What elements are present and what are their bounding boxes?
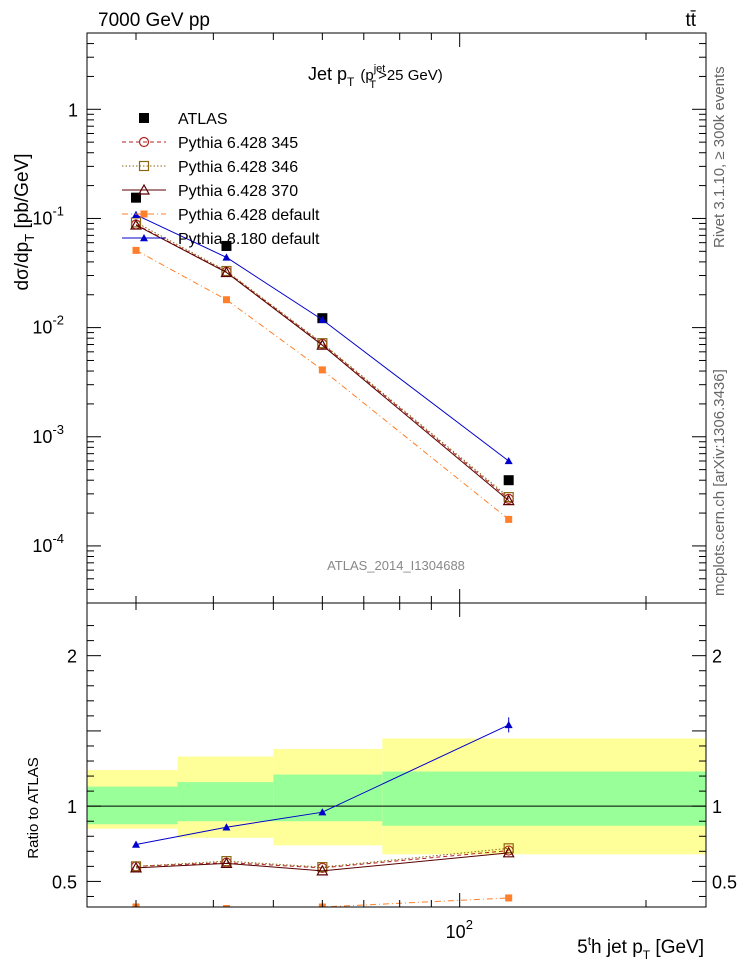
main-point-py370-1 — [220, 266, 233, 278]
main-ylabel: dσ/dpT [pb/GeV] — [12, 154, 37, 291]
ratio-uncertainty-bands — [87, 738, 706, 855]
ratio-ytick-label-left-0: 0.5 — [52, 872, 77, 892]
ratio-plot-series — [129, 717, 515, 907]
ratio-ytick-label-right-2: 2 — [712, 647, 722, 667]
ratio-ytick-label-right-0: 0.5 — [712, 872, 737, 892]
legend-marker-py345 — [138, 136, 150, 148]
ratio-point-py8-0 — [132, 840, 141, 848]
title-tail: >25 GeV) — [378, 67, 443, 84]
rivet-label: Rivet 3.1.10, ≥ 300k events — [711, 66, 728, 248]
main-line-py346 — [135, 221, 510, 498]
ratio-band-inner-2 — [273, 774, 383, 822]
ratio-ytick-label-left-1: 1 — [67, 797, 77, 817]
ratio-line-py8 — [135, 724, 509, 846]
legend-marker-atlas — [139, 113, 149, 123]
legend-label-py8: Pythia 8.180 default — [178, 231, 320, 248]
main-point-pydefault-1 — [222, 296, 230, 304]
title-sub: T — [347, 75, 355, 89]
ratio-point-py346-3 — [503, 843, 514, 854]
xlabel-sup: t — [588, 934, 592, 948]
mcplots-label: mcplots.cern.ch [arXiv:1306.3436] — [711, 369, 728, 596]
main-plot-series — [129, 192, 515, 523]
main-line-py8 — [135, 214, 509, 462]
legend-marker-py346 — [138, 160, 150, 172]
header-energy: 7000 GeV pp — [98, 10, 210, 31]
ratio-ylabel: Ratio to ATLAS — [25, 757, 42, 858]
legend-label-py346: Pythia 6.428 346 — [178, 159, 298, 176]
xtick-label-100: 102 — [446, 917, 473, 942]
main-ytick-label-1: 10-3 — [32, 422, 64, 447]
main-ytick-label-2: 10-2 — [32, 313, 64, 338]
main-point-py370-2 — [316, 338, 329, 350]
ratio-point-py346-1 — [221, 855, 232, 867]
ratio-band-inner-0 — [87, 786, 178, 825]
ratio-point-py370-3 — [502, 846, 515, 858]
main-point-py8-3 — [504, 456, 513, 465]
main-ytick-label-0: 10-4 — [32, 531, 64, 556]
legend-label-atlas: ATLAS — [178, 111, 228, 128]
title-paren: (p — [360, 67, 373, 84]
main-point-pydefault-0 — [132, 246, 140, 254]
tick-labels: 10-4 10-3 10-2 10-1 1 0.5 0.5 1 1 2 2 102 — [32, 100, 737, 942]
title-sup: jet — [373, 63, 386, 75]
ratio-point-pydefault-3 — [505, 894, 513, 902]
ratio-ytick-label-left-2: 2 — [67, 647, 77, 667]
main-ytick-label-1: 1 — [68, 100, 78, 120]
main-line-pydefault — [135, 249, 510, 520]
analysis-id: ATLAS_2014_I1304688 — [327, 558, 465, 573]
ratio-point-py8-2 — [318, 808, 327, 816]
ratio-point-py370-2 — [316, 864, 329, 876]
ratio-point-py8-1 — [222, 823, 231, 831]
main-point-atlas-3 — [503, 475, 514, 486]
title-sub2: T — [369, 79, 376, 91]
xlabel-sub: T — [643, 948, 651, 962]
ratio-line-py370 — [135, 852, 509, 872]
ratio-plot-frame — [86, 602, 707, 908]
legend-marker-py370 — [137, 183, 151, 195]
ratio-point-py370-1 — [220, 857, 233, 868]
main-line-py345 — [135, 224, 510, 500]
ratio-point-py370-0 — [129, 861, 143, 873]
legend-marker-py8 — [140, 234, 148, 242]
axis-ticks — [87, 32, 706, 907]
legend-marker-pydefault — [140, 210, 148, 218]
ratio-line-py345 — [135, 850, 509, 869]
header-process: tt̄ — [685, 10, 696, 31]
main-point-pydefault-2 — [318, 366, 326, 374]
main-point-py346-2 — [317, 338, 328, 349]
ratio-band-inner-1 — [177, 782, 274, 822]
main-point-py8-1 — [222, 253, 231, 261]
ratio-line-py346 — [135, 847, 509, 868]
main-line-py370 — [135, 224, 510, 502]
legend-label-py345: Pythia 6.428 345 — [178, 135, 298, 152]
main-ytick-label-3: 10-1 — [32, 203, 64, 228]
main-point-py370-0 — [129, 218, 143, 230]
ratio-point-pydefault-1 — [222, 905, 230, 907]
xlabel-c: [GeV] — [650, 937, 704, 958]
ratio-ytick-label-right-1: 1 — [712, 797, 722, 817]
legend: ATLAS Pythia 6.428 345 Pythia 6.428 346 Pyt… — [122, 111, 320, 248]
plot-title: Jet pT (pjet T>25 GeV) — [308, 63, 443, 91]
legend-label-pydefault: Pythia 6.428 default — [178, 207, 320, 224]
ratio-band-inner-3 — [382, 771, 706, 826]
xlabel-a: 5 — [577, 937, 588, 958]
main-point-py8-2 — [318, 315, 327, 323]
main-point-atlas-0 — [131, 192, 142, 203]
ratio-point-py346-2 — [317, 862, 328, 873]
legend-label-py370: Pythia 6.428 370 — [178, 183, 298, 200]
title-main: Jet p — [308, 64, 347, 84]
main-point-atlas-1 — [221, 240, 232, 251]
main-point-py370-3 — [502, 494, 515, 506]
main-point-pydefault-3 — [505, 515, 513, 523]
x-axis-label: 5th jet pT [GeV] — [577, 934, 704, 962]
xlabel-b: h jet p — [591, 937, 643, 958]
